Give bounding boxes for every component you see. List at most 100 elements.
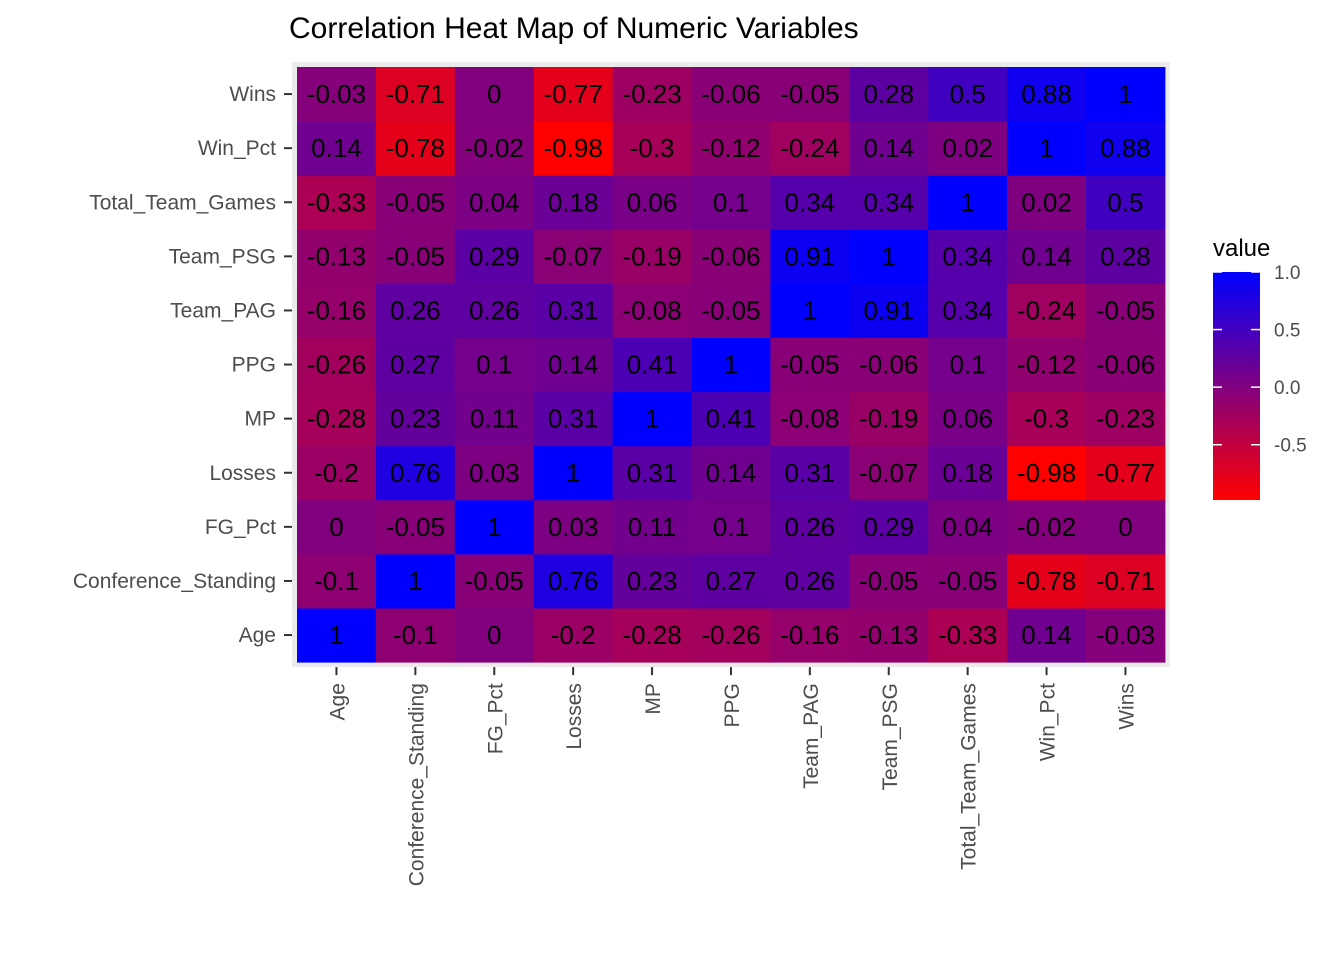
heatmap-cell-value: 0.41: [627, 350, 678, 380]
heatmap-cell: [691, 445, 771, 501]
heatmap-cell-value: 0.34: [863, 187, 914, 217]
heatmap-cell: [375, 175, 456, 230]
heatmap-cell-value: -0.26: [307, 350, 366, 380]
heatmap-cell-value: -0.13: [859, 620, 918, 650]
heatmap-cell-value: -0.05: [386, 241, 445, 271]
heatmap-cell: [375, 499, 456, 555]
x-tick-label: Wins: [1115, 683, 1138, 730]
heatmap-cell-value: 1: [724, 350, 738, 380]
heatmap-cell: [612, 229, 692, 284]
heatmap-cell-value: -0.28: [307, 404, 366, 434]
heatmap-cell-value: 0.1: [950, 350, 986, 380]
heatmap-cell-value: 1: [803, 295, 817, 325]
heatmap-cell-value: 0.31: [785, 458, 836, 488]
heatmap-cell-value: 0: [1118, 512, 1132, 542]
heatmap-cell-value: -0.08: [780, 404, 839, 434]
heatmap-cell: [533, 608, 614, 663]
heatmap-cell-value: -0.05: [701, 295, 760, 325]
heatmap-cell: [691, 499, 771, 555]
heatmap-cell: [454, 121, 535, 176]
heatmap-cell: [533, 67, 614, 122]
chart-title: Correlation Heat Map of Numeric Variable…: [289, 12, 859, 45]
heatmap-cell-value: -0.05: [938, 566, 997, 596]
legend-colorbar: [1213, 272, 1260, 500]
heatmap-cell-value: 1: [1039, 133, 1053, 163]
y-tick-label: PPG: [232, 354, 276, 377]
heatmap-cell: [1007, 553, 1087, 609]
heatmap-cell-value: 0.76: [390, 458, 441, 488]
heatmap-cell: [1086, 499, 1166, 555]
heatmap-cell: [1086, 67, 1166, 122]
y-tick-label: FG_Pct: [205, 516, 276, 539]
heatmap-cell: [691, 229, 771, 284]
heatmap-cell-value: 0: [487, 620, 501, 650]
heatmap-cell-value: -0.03: [307, 79, 366, 109]
heatmap-cell: [928, 337, 1008, 393]
x-tick-label: Team_PAG: [800, 683, 823, 789]
heatmap-cell-value: -0.07: [859, 458, 918, 488]
heatmap-cell: [849, 553, 929, 609]
heatmap-cell-value: 0.23: [390, 404, 441, 434]
heatmap-cell: [1086, 391, 1166, 447]
heatmap-cell: [454, 391, 535, 447]
heatmap-cell-value: 0: [487, 79, 501, 109]
y-tick-label: Total_Team_Games: [89, 191, 276, 214]
heatmap-cell-value: 0.26: [785, 566, 836, 596]
heatmap-cell-value: 0.31: [548, 295, 599, 325]
heatmap-cell-value: -0.05: [386, 187, 445, 217]
heatmap-cell: [849, 229, 929, 284]
heatmap-cell-value: -0.05: [1096, 295, 1155, 325]
heatmap-cell-value: 0.02: [1021, 187, 1072, 217]
heatmap-cell-value: -0.19: [859, 404, 918, 434]
heatmap-cell: [612, 175, 692, 230]
x-tick-label: Age: [326, 683, 349, 720]
heatmap-cell: [297, 608, 377, 663]
heatmap-cell-value: 0.28: [863, 79, 914, 109]
heatmap-cell: [928, 608, 1008, 663]
heatmap-cell: [1007, 608, 1087, 663]
heatmap-cell: [770, 445, 850, 501]
heatmap-cell-value: -0.2: [551, 620, 596, 650]
heatmap-cell-value: 0.04: [942, 512, 993, 542]
heatmap-cell: [928, 175, 1008, 230]
heatmap-cell: [375, 608, 456, 663]
heatmap-cell-value: -0.03: [1096, 620, 1155, 650]
heatmap-cell: [1007, 445, 1087, 501]
heatmap-cell-value: -0.1: [393, 620, 438, 650]
heatmap-cell: [533, 445, 614, 501]
heatmap-cell-value: 0.27: [706, 566, 757, 596]
heatmap-cell: [849, 445, 929, 501]
heatmap-cell-value: -0.78: [386, 133, 445, 163]
heatmap-cell-value: 0.34: [942, 241, 993, 271]
x-tick-label: Win_Pct: [1037, 683, 1060, 761]
heatmap-cell-value: -0.12: [701, 133, 760, 163]
y-tick-label: Team_PAG: [170, 299, 276, 322]
heatmap-cell: [454, 67, 535, 122]
heatmap-cell-value: 0.34: [785, 187, 836, 217]
heatmap-cell-value: -0.77: [1096, 458, 1155, 488]
heatmap-cell: [691, 337, 771, 393]
heatmap-cell-value: 0.06: [627, 187, 678, 217]
heatmap-cell-value: 1: [645, 404, 659, 434]
y-tick-label: MP: [245, 408, 277, 431]
x-tick-label: Total_Team_Games: [958, 683, 981, 870]
heatmap-cell: [1007, 337, 1087, 393]
heatmap-cell-value: -0.05: [386, 512, 445, 542]
heatmap-cell: [849, 337, 929, 393]
legend-tick-label: -0.5: [1274, 436, 1307, 457]
heatmap-cell-value: 0.29: [863, 512, 914, 542]
heatmap-cell: [297, 283, 377, 338]
heatmap-cell-value: -0.05: [465, 566, 524, 596]
heatmap-cell: [297, 229, 377, 284]
heatmap-cell-value: 0.14: [1021, 620, 1072, 650]
heatmap-cell-value: -0.13: [307, 241, 366, 271]
heatmap-cell-value: -0.02: [465, 133, 524, 163]
heatmap-cell-value: -0.2: [314, 458, 359, 488]
heatmap-cell: [454, 553, 535, 609]
heatmap-cell: [691, 283, 771, 338]
heatmap-cell-value: -0.16: [307, 295, 366, 325]
heatmap-cell: [375, 445, 456, 501]
y-tick-label: Age: [239, 624, 276, 647]
heatmap-cell-value: 0.18: [548, 187, 599, 217]
heatmap-cell-value: -0.77: [544, 79, 603, 109]
